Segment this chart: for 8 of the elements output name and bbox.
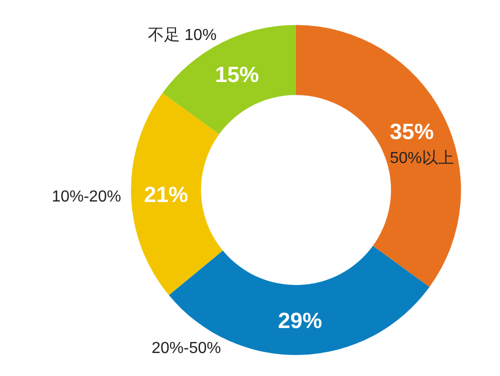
data-label: 29%: [278, 308, 322, 333]
data-label: 35%: [390, 118, 434, 144]
data-label: 21%: [144, 182, 188, 208]
slice-label: 50%以上: [390, 148, 454, 167]
data-label: 15%: [214, 62, 260, 88]
slice-label: 10%-20%: [52, 188, 122, 206]
slice-label: 不足 10%: [148, 27, 217, 44]
slice-label: 20%-50%: [152, 340, 221, 357]
